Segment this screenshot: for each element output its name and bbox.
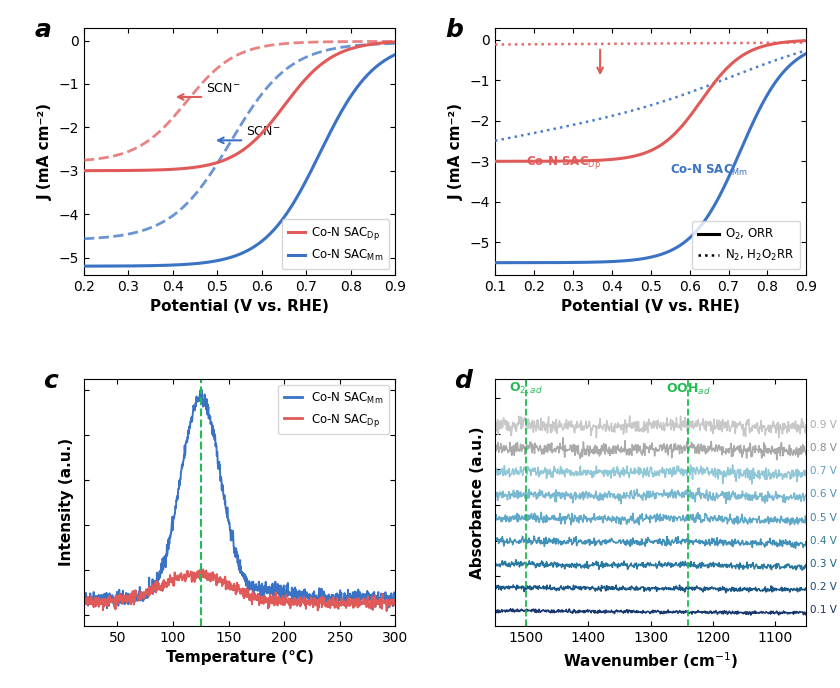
- Text: 0.8 V: 0.8 V: [810, 443, 837, 453]
- Text: b: b: [445, 18, 463, 42]
- Legend: O$_2$, ORR, N$_2$, H$_2$O$_2$RR: O$_2$, ORR, N$_2$, H$_2$O$_2$RR: [692, 221, 801, 269]
- Text: d: d: [454, 369, 472, 393]
- Text: 0.7 V: 0.7 V: [810, 466, 837, 476]
- Text: c: c: [44, 369, 59, 393]
- X-axis label: Potential (V vs. RHE): Potential (V vs. RHE): [150, 299, 329, 314]
- Text: Co-N SAC$_{\rm Dp}$: Co-N SAC$_{\rm Dp}$: [526, 155, 601, 171]
- Legend: Co-N SAC$_{\rm Dp}$, Co-N SAC$_{\rm Mm}$: Co-N SAC$_{\rm Dp}$, Co-N SAC$_{\rm Mm}$: [281, 219, 390, 269]
- Text: 0.1 V: 0.1 V: [810, 605, 837, 615]
- Text: OOH$_{ad}$: OOH$_{ad}$: [665, 381, 711, 396]
- Text: O$_{2,ad}$: O$_{2,ad}$: [509, 380, 543, 396]
- X-axis label: Temperature (°C): Temperature (°C): [165, 650, 313, 665]
- Y-axis label: J (mA cm⁻²): J (mA cm⁻²): [38, 103, 53, 200]
- Y-axis label: J (mA cm⁻²): J (mA cm⁻²): [449, 103, 465, 200]
- Text: 0.5 V: 0.5 V: [810, 513, 837, 522]
- Text: 0.9 V: 0.9 V: [810, 420, 837, 430]
- Text: 0.2 V: 0.2 V: [810, 582, 837, 592]
- Text: SCN$^{-}$: SCN$^{-}$: [246, 125, 281, 138]
- Text: 0.3 V: 0.3 V: [810, 559, 837, 569]
- Text: 0.6 V: 0.6 V: [810, 489, 837, 499]
- Y-axis label: Intensity (a.u.): Intensity (a.u.): [59, 438, 74, 566]
- Text: SCN$^{-}$: SCN$^{-}$: [207, 82, 241, 95]
- Text: a: a: [34, 18, 51, 42]
- X-axis label: Wavenumber (cm$^{-1}$): Wavenumber (cm$^{-1}$): [564, 650, 738, 671]
- Legend: Co-N SAC$_{\rm Mm}$, Co-N SAC$_{\rm Dp}$: Co-N SAC$_{\rm Mm}$, Co-N SAC$_{\rm Dp}$: [278, 385, 390, 434]
- X-axis label: Potential (V vs. RHE): Potential (V vs. RHE): [561, 299, 740, 314]
- Text: Co-N SAC$_{\rm Mm}$: Co-N SAC$_{\rm Mm}$: [670, 162, 748, 178]
- Y-axis label: Absorbance (a.u.): Absorbance (a.u.): [470, 426, 485, 579]
- Text: 0.4 V: 0.4 V: [810, 536, 837, 546]
